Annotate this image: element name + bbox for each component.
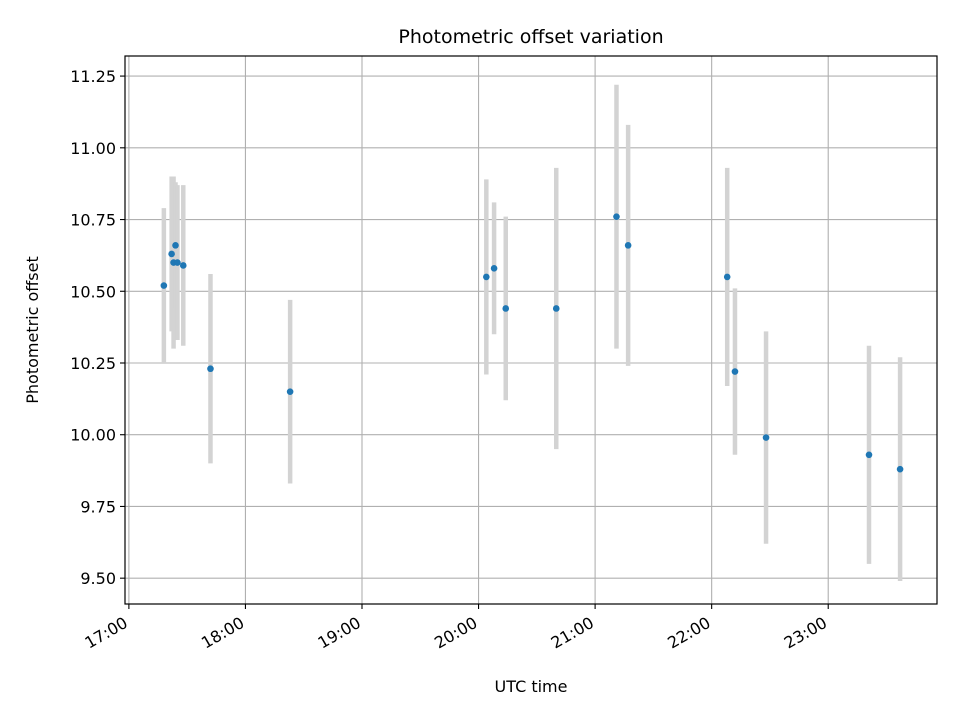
plot-frame bbox=[124, 55, 938, 605]
data-point bbox=[160, 282, 168, 289]
data-point bbox=[762, 434, 770, 441]
x-axis-title: UTC time bbox=[495, 677, 568, 696]
data-point bbox=[552, 305, 560, 312]
data-point bbox=[490, 265, 498, 272]
y-tick-label: 10.25 bbox=[70, 354, 116, 373]
y-tick-label: 10.00 bbox=[70, 426, 116, 445]
data-point bbox=[172, 242, 179, 249]
y-tick-label: 11.25 bbox=[70, 67, 116, 86]
data-point bbox=[286, 388, 294, 395]
y-tick-label: 9.75 bbox=[80, 497, 116, 516]
data-point bbox=[502, 305, 510, 312]
data-point bbox=[483, 273, 490, 281]
data-point bbox=[723, 273, 731, 281]
data-point bbox=[865, 451, 873, 459]
grid bbox=[125, 56, 937, 604]
chart-title: Photometric offset variation bbox=[398, 26, 663, 48]
y-tick-label: 10.75 bbox=[70, 211, 116, 230]
y-tick-label: 10.50 bbox=[70, 282, 116, 301]
data-point bbox=[207, 365, 214, 373]
data-point bbox=[174, 259, 181, 266]
y-tick-label: 9.50 bbox=[80, 569, 116, 588]
data-points bbox=[160, 213, 904, 473]
data-point bbox=[179, 262, 187, 269]
data-point bbox=[731, 368, 739, 375]
y-axis-title: Photometric offset bbox=[23, 256, 42, 404]
y-tick-label: 11.00 bbox=[70, 139, 116, 158]
data-point bbox=[168, 250, 175, 258]
data-point bbox=[613, 213, 620, 220]
data-point bbox=[896, 465, 904, 473]
data-point bbox=[624, 242, 632, 249]
y-axis-ticks: 9.50 9.75 10.00 10.25 10.50 10.75 11.00 11.25 bbox=[70, 67, 125, 588]
